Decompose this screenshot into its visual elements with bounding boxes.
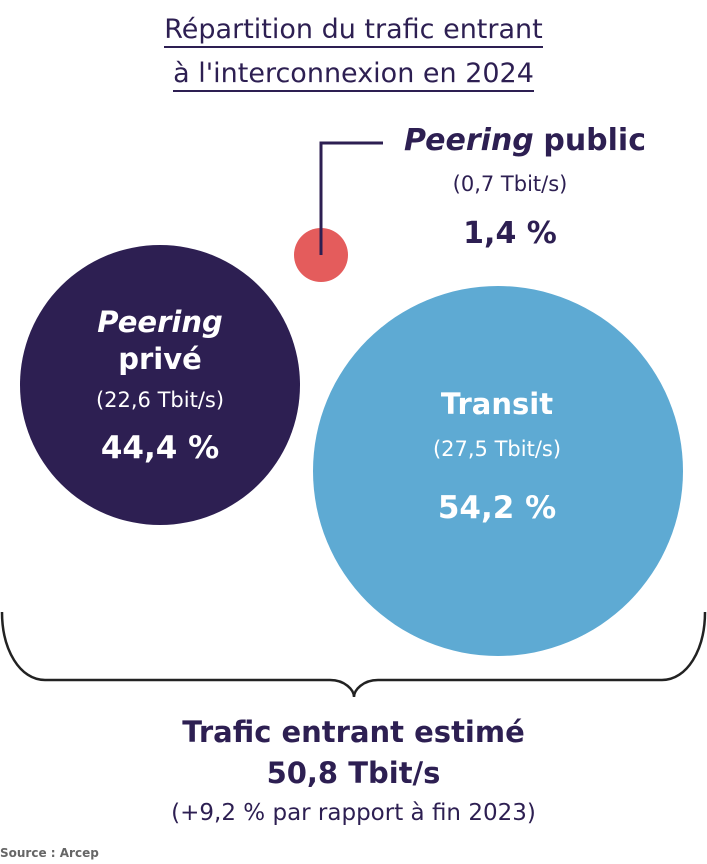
total-label: Trafic entrant estimé <box>182 715 525 749</box>
label-peering-prive-name-1: Peering <box>97 305 223 339</box>
bubble-transit <box>313 286 683 656</box>
label-peering-public-value: (0,7 Tbit/s) <box>452 172 568 196</box>
chart-title-line-1: Répartition du trafic entrant <box>0 10 707 50</box>
label-transit-name: Transit <box>440 387 554 421</box>
label-transit-share: 54,2 % <box>437 490 557 526</box>
total-change: (+9,2 % par rapport à fin 2023) <box>171 800 536 826</box>
label-peering-prive-value: (22,6 Tbit/s) <box>95 388 225 412</box>
total-value: 50,8 Tbit/s <box>266 756 441 790</box>
label-peering-public-share: 1,4 % <box>463 216 557 251</box>
leader-line <box>319 141 383 255</box>
label-peering-prive-share: 44,4 % <box>100 430 220 466</box>
label-peering-prive-name-2: privé <box>118 342 202 376</box>
source-note: Source : Arcep <box>0 846 99 860</box>
label-peering-public-name: Peering public <box>404 123 646 158</box>
label-transit-value: (27,5 Tbit/s) <box>432 437 562 461</box>
bubble-peering-prive <box>20 245 300 525</box>
chart-title-line-2: à l'interconnexion en 2024 <box>0 54 707 94</box>
total-brace <box>0 611 707 698</box>
